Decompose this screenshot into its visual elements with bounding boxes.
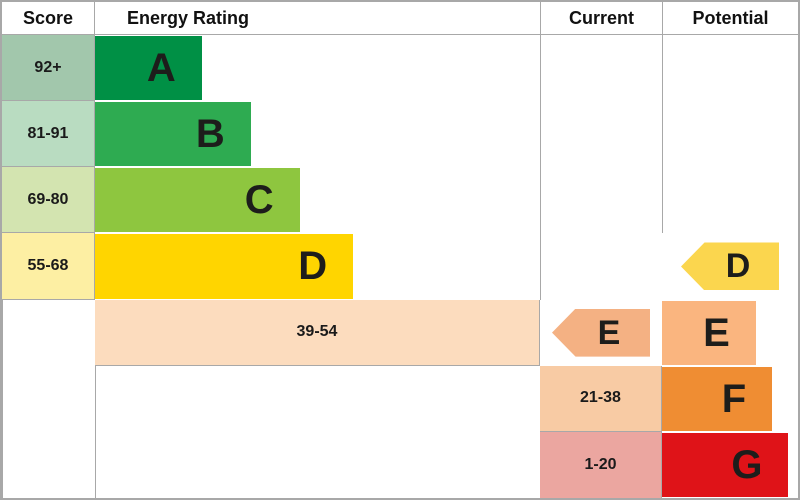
potential-cell-a (662, 35, 798, 102)
band-letter-c: C (244, 178, 274, 223)
current-cell-e (2, 365, 95, 432)
header-energy-rating: Energy Rating (95, 2, 540, 35)
band-bar-a: A (95, 36, 202, 101)
band-letter-a: A (146, 46, 176, 91)
band-letter-b: B (195, 112, 225, 157)
bar-cell-a: A (95, 35, 540, 101)
bar-cell-e: E (662, 300, 798, 366)
band-bar-d: D (95, 234, 354, 299)
current-cell-d (540, 233, 662, 300)
band-letter-g: G (731, 442, 763, 487)
band-bar-e: E (662, 300, 756, 365)
score-cell-d: 55-68 (2, 233, 95, 300)
current-cell-a (540, 35, 662, 102)
potential-arrow-letter: D (725, 247, 751, 286)
bar-cell-c: C (95, 167, 540, 233)
band-letter-d: D (298, 244, 328, 289)
band-letter-e: E (703, 310, 730, 355)
potential-cell-c (662, 167, 798, 234)
band-bar-f: F (662, 366, 773, 431)
bar-cell-g: G (662, 432, 798, 498)
band-bar-b: B (95, 102, 251, 167)
potential-cell-b (662, 101, 798, 168)
potential-cell-e (95, 365, 540, 432)
score-cell-f: 21-38 (540, 365, 662, 432)
score-cell-a: 92+ (2, 35, 95, 102)
current-arrow: E (552, 308, 650, 357)
score-cell-e: 39-54 (95, 299, 540, 366)
potential-arrow: D (681, 242, 779, 291)
current-cell-b (540, 101, 662, 168)
current-arrow-letter: E (597, 313, 621, 352)
header-current: Current (540, 2, 662, 35)
header-score: Score (2, 2, 95, 35)
score-cell-b: 81-91 (2, 101, 95, 168)
score-cell-c: 69-80 (2, 167, 95, 234)
bar-cell-b: B (95, 101, 540, 167)
potential-cell-d (2, 299, 95, 366)
band-letter-f: F (721, 376, 747, 421)
band-bar-g: G (662, 432, 789, 497)
score-cell-g: 1-20 (540, 431, 662, 498)
potential-cell-f (95, 431, 540, 498)
band-bar-c: C (95, 168, 300, 233)
bar-cell-d: D (95, 233, 540, 299)
current-cell-c (540, 167, 662, 234)
bar-cell-f: F (662, 366, 798, 432)
header-potential: Potential (662, 2, 798, 35)
current-cell-f (2, 431, 95, 498)
